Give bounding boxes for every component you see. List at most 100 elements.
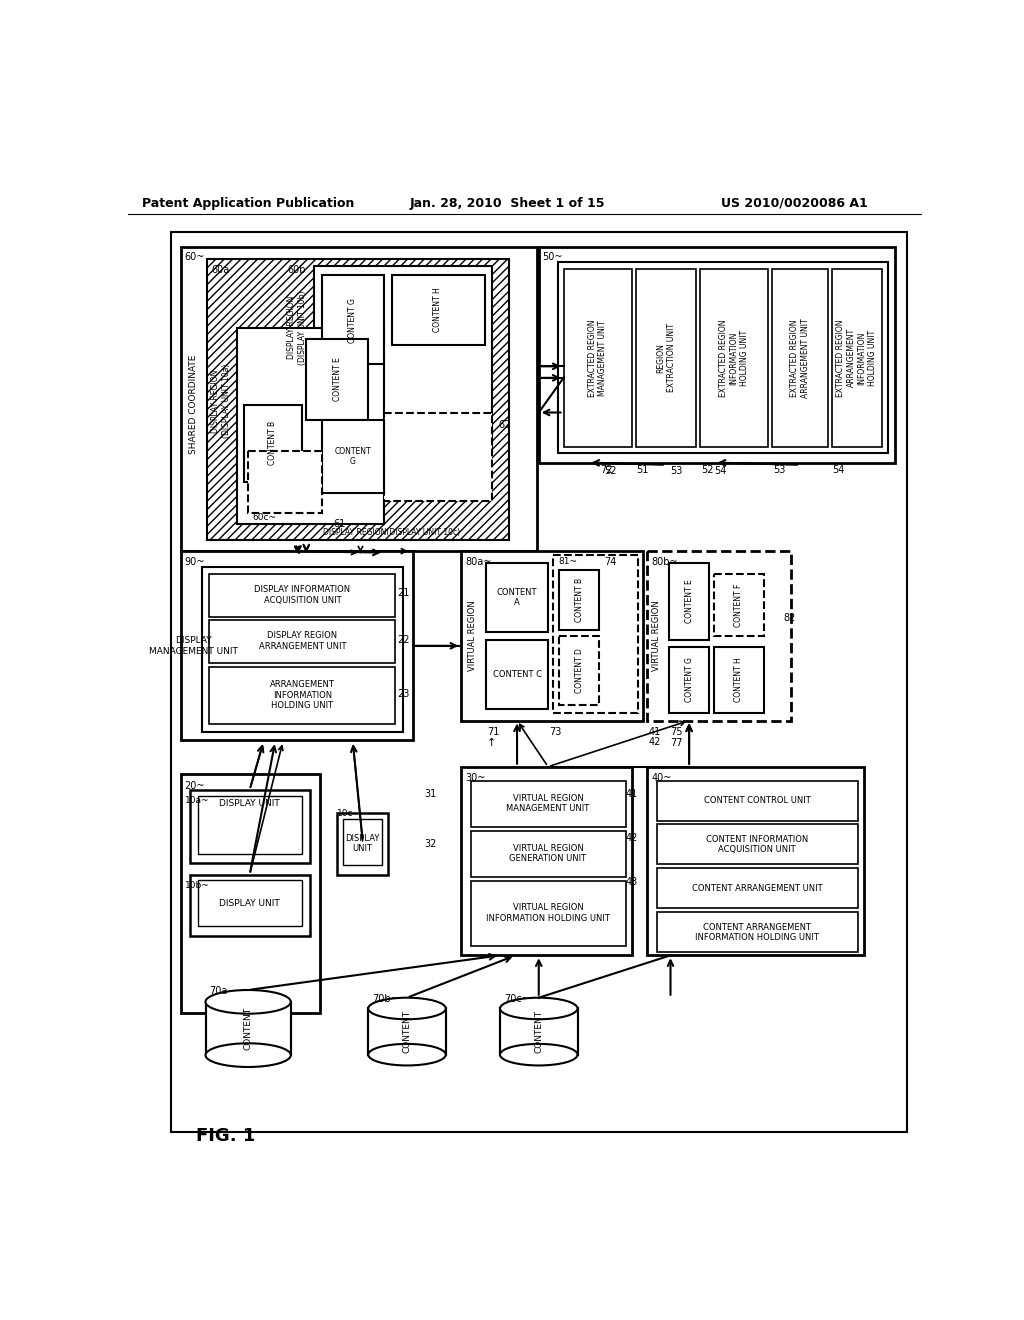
- Text: 23: 23: [397, 689, 410, 698]
- Text: CONTENT E: CONTENT E: [685, 579, 693, 623]
- Bar: [322, 276, 384, 364]
- Text: CONTENT ARRANGEMENT
INFORMATION HOLDING UNIT: CONTENT ARRANGEMENT INFORMATION HOLDING …: [695, 923, 819, 942]
- Text: CONTENT INFORMATION
ACQUISITION UNIT: CONTENT INFORMATION ACQUISITION UNIT: [707, 834, 808, 854]
- Text: CONTENT CONTROL UNIT: CONTENT CONTROL UNIT: [703, 796, 811, 805]
- Bar: [656, 780, 858, 821]
- Text: 42: 42: [626, 833, 638, 842]
- Bar: [461, 552, 643, 721]
- Text: 70a: 70a: [209, 986, 227, 997]
- Bar: [461, 767, 632, 956]
- Text: 40~: 40~: [651, 774, 672, 783]
- Text: CONTENT H: CONTENT H: [734, 657, 743, 702]
- Ellipse shape: [369, 1044, 445, 1065]
- Bar: [180, 552, 414, 739]
- Text: Patent Application Publication: Patent Application Publication: [142, 197, 354, 210]
- Bar: [647, 767, 864, 956]
- Text: DISPLAY UNIT: DISPLAY UNIT: [219, 899, 280, 908]
- Bar: [539, 247, 895, 462]
- Text: EXTRACTED REGION
ARRANGEMENT UNIT: EXTRACTED REGION ARRANGEMENT UNIT: [791, 318, 810, 397]
- Text: 74: 74: [604, 557, 616, 568]
- Text: 10b~: 10b~: [184, 880, 209, 890]
- Bar: [700, 268, 768, 447]
- Bar: [553, 554, 638, 713]
- Bar: [180, 247, 538, 552]
- Bar: [831, 268, 882, 447]
- Text: VIRTUAL REGION
MANAGEMENT UNIT: VIRTUAL REGION MANAGEMENT UNIT: [507, 793, 590, 813]
- Text: 53: 53: [671, 466, 683, 477]
- Text: 50~: 50~: [543, 252, 563, 263]
- Text: 61: 61: [334, 519, 346, 529]
- Text: 60b: 60b: [287, 264, 305, 275]
- Text: VIRTUAL REGION: VIRTUAL REGION: [652, 601, 662, 671]
- Text: 21: 21: [397, 589, 410, 598]
- Text: DISPLAY
MANAGEMENT UNIT: DISPLAY MANAGEMENT UNIT: [150, 636, 239, 656]
- Text: 82: 82: [783, 612, 796, 623]
- Bar: [500, 1008, 578, 1055]
- Bar: [669, 647, 710, 713]
- Text: 60a: 60a: [212, 264, 230, 275]
- Text: 80b~: 80b~: [651, 557, 678, 568]
- Text: 42: 42: [649, 737, 662, 747]
- Bar: [369, 1008, 445, 1055]
- Text: 62: 62: [499, 420, 511, 430]
- Text: REGION
EXTRACTION UNIT: REGION EXTRACTION UNIT: [656, 323, 676, 392]
- Text: US 2010/0020086 A1: US 2010/0020086 A1: [721, 197, 868, 210]
- Text: 77: 77: [670, 738, 682, 748]
- Text: CONTENT B: CONTENT B: [574, 578, 584, 623]
- Text: CONTENT: CONTENT: [244, 1007, 253, 1051]
- Text: EXTRACTED REGION
INFORMATION
HOLDING UNIT: EXTRACTED REGION INFORMATION HOLDING UNI…: [719, 319, 749, 396]
- Text: 30~: 30~: [465, 774, 485, 783]
- Text: 43: 43: [626, 878, 638, 887]
- Bar: [669, 562, 710, 640]
- Bar: [198, 796, 302, 854]
- Text: 52: 52: [604, 466, 616, 477]
- Text: 10c: 10c: [337, 809, 353, 818]
- Bar: [209, 620, 395, 663]
- Bar: [306, 339, 369, 420]
- Bar: [656, 825, 858, 865]
- Text: 52: 52: [700, 465, 714, 475]
- Text: ↑: ↑: [486, 738, 497, 748]
- Text: 41: 41: [626, 788, 638, 799]
- Text: SHARED COORDINATE: SHARED COORDINATE: [188, 355, 198, 454]
- Bar: [486, 640, 548, 709]
- Bar: [391, 276, 484, 345]
- Text: 54: 54: [715, 466, 727, 477]
- Text: 90~: 90~: [184, 557, 205, 568]
- Bar: [248, 451, 322, 512]
- Text: 70b~: 70b~: [372, 994, 399, 1003]
- Text: CONTENT D: CONTENT D: [574, 648, 584, 693]
- Bar: [190, 789, 310, 863]
- Text: CONTENT H: CONTENT H: [433, 288, 442, 333]
- Text: 31: 31: [424, 788, 436, 799]
- Bar: [237, 327, 384, 524]
- Bar: [202, 566, 403, 733]
- Bar: [322, 420, 384, 494]
- Bar: [206, 1002, 291, 1055]
- Bar: [245, 405, 302, 482]
- Text: 80a~: 80a~: [465, 557, 492, 568]
- Text: 71: 71: [486, 726, 500, 737]
- Bar: [656, 912, 858, 952]
- Text: DISPLAY REGION
(DISPLAY UNIT 10a): DISPLAY REGION (DISPLAY UNIT 10a): [211, 364, 230, 438]
- Ellipse shape: [206, 990, 291, 1014]
- Ellipse shape: [369, 998, 445, 1019]
- Ellipse shape: [500, 1044, 578, 1065]
- Ellipse shape: [500, 998, 578, 1019]
- Bar: [647, 552, 791, 721]
- Text: CONTENT
G: CONTENT G: [335, 446, 371, 466]
- Bar: [180, 775, 321, 1014]
- Text: 81~: 81~: [558, 557, 578, 566]
- Text: CONTENT E: CONTENT E: [333, 358, 342, 401]
- Bar: [471, 830, 626, 876]
- Bar: [471, 880, 626, 946]
- Bar: [656, 869, 858, 908]
- Bar: [714, 647, 764, 713]
- Bar: [558, 263, 888, 453]
- Text: 51: 51: [636, 465, 649, 475]
- Bar: [343, 818, 382, 866]
- Text: 32: 32: [424, 838, 436, 849]
- Text: 75: 75: [670, 726, 682, 737]
- Text: 20~: 20~: [184, 780, 205, 791]
- Bar: [314, 267, 493, 451]
